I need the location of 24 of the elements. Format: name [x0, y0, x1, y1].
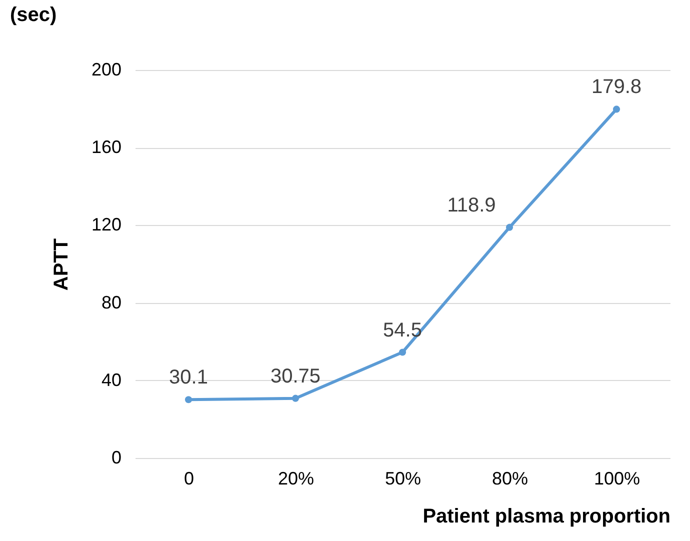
y-axis-title: APTT: [50, 238, 72, 291]
point: [184, 396, 192, 404]
x-tick-label: 0: [184, 468, 194, 488]
x-tick-label: 100%: [594, 468, 640, 488]
y-tick-label: 200: [91, 60, 122, 80]
y-tick-label: 120: [91, 214, 122, 235]
data-label: 118.9: [447, 194, 496, 216]
y-tick-label: 80: [101, 292, 122, 312]
point: [612, 106, 620, 113]
y-tick-label: 40: [101, 370, 122, 390]
x-tick-label: 20%: [278, 468, 314, 488]
data-label: 30.75: [270, 365, 321, 388]
y-tick-label: 160: [91, 137, 122, 158]
data-label: 54.5: [383, 319, 422, 342]
point: [398, 348, 406, 356]
data-label: 179.8: [591, 76, 642, 98]
data-label: 30.1: [169, 366, 208, 389]
x-tick-label: 80%: [492, 468, 528, 488]
point: [506, 224, 514, 231]
text: (sec): [10, 4, 57, 26]
y-tick-label: 0: [111, 448, 122, 468]
point: [292, 394, 300, 402]
x-tick-label: 50%: [384, 468, 422, 488]
x-axis-title: Patient plasma proportion: [422, 506, 670, 528]
